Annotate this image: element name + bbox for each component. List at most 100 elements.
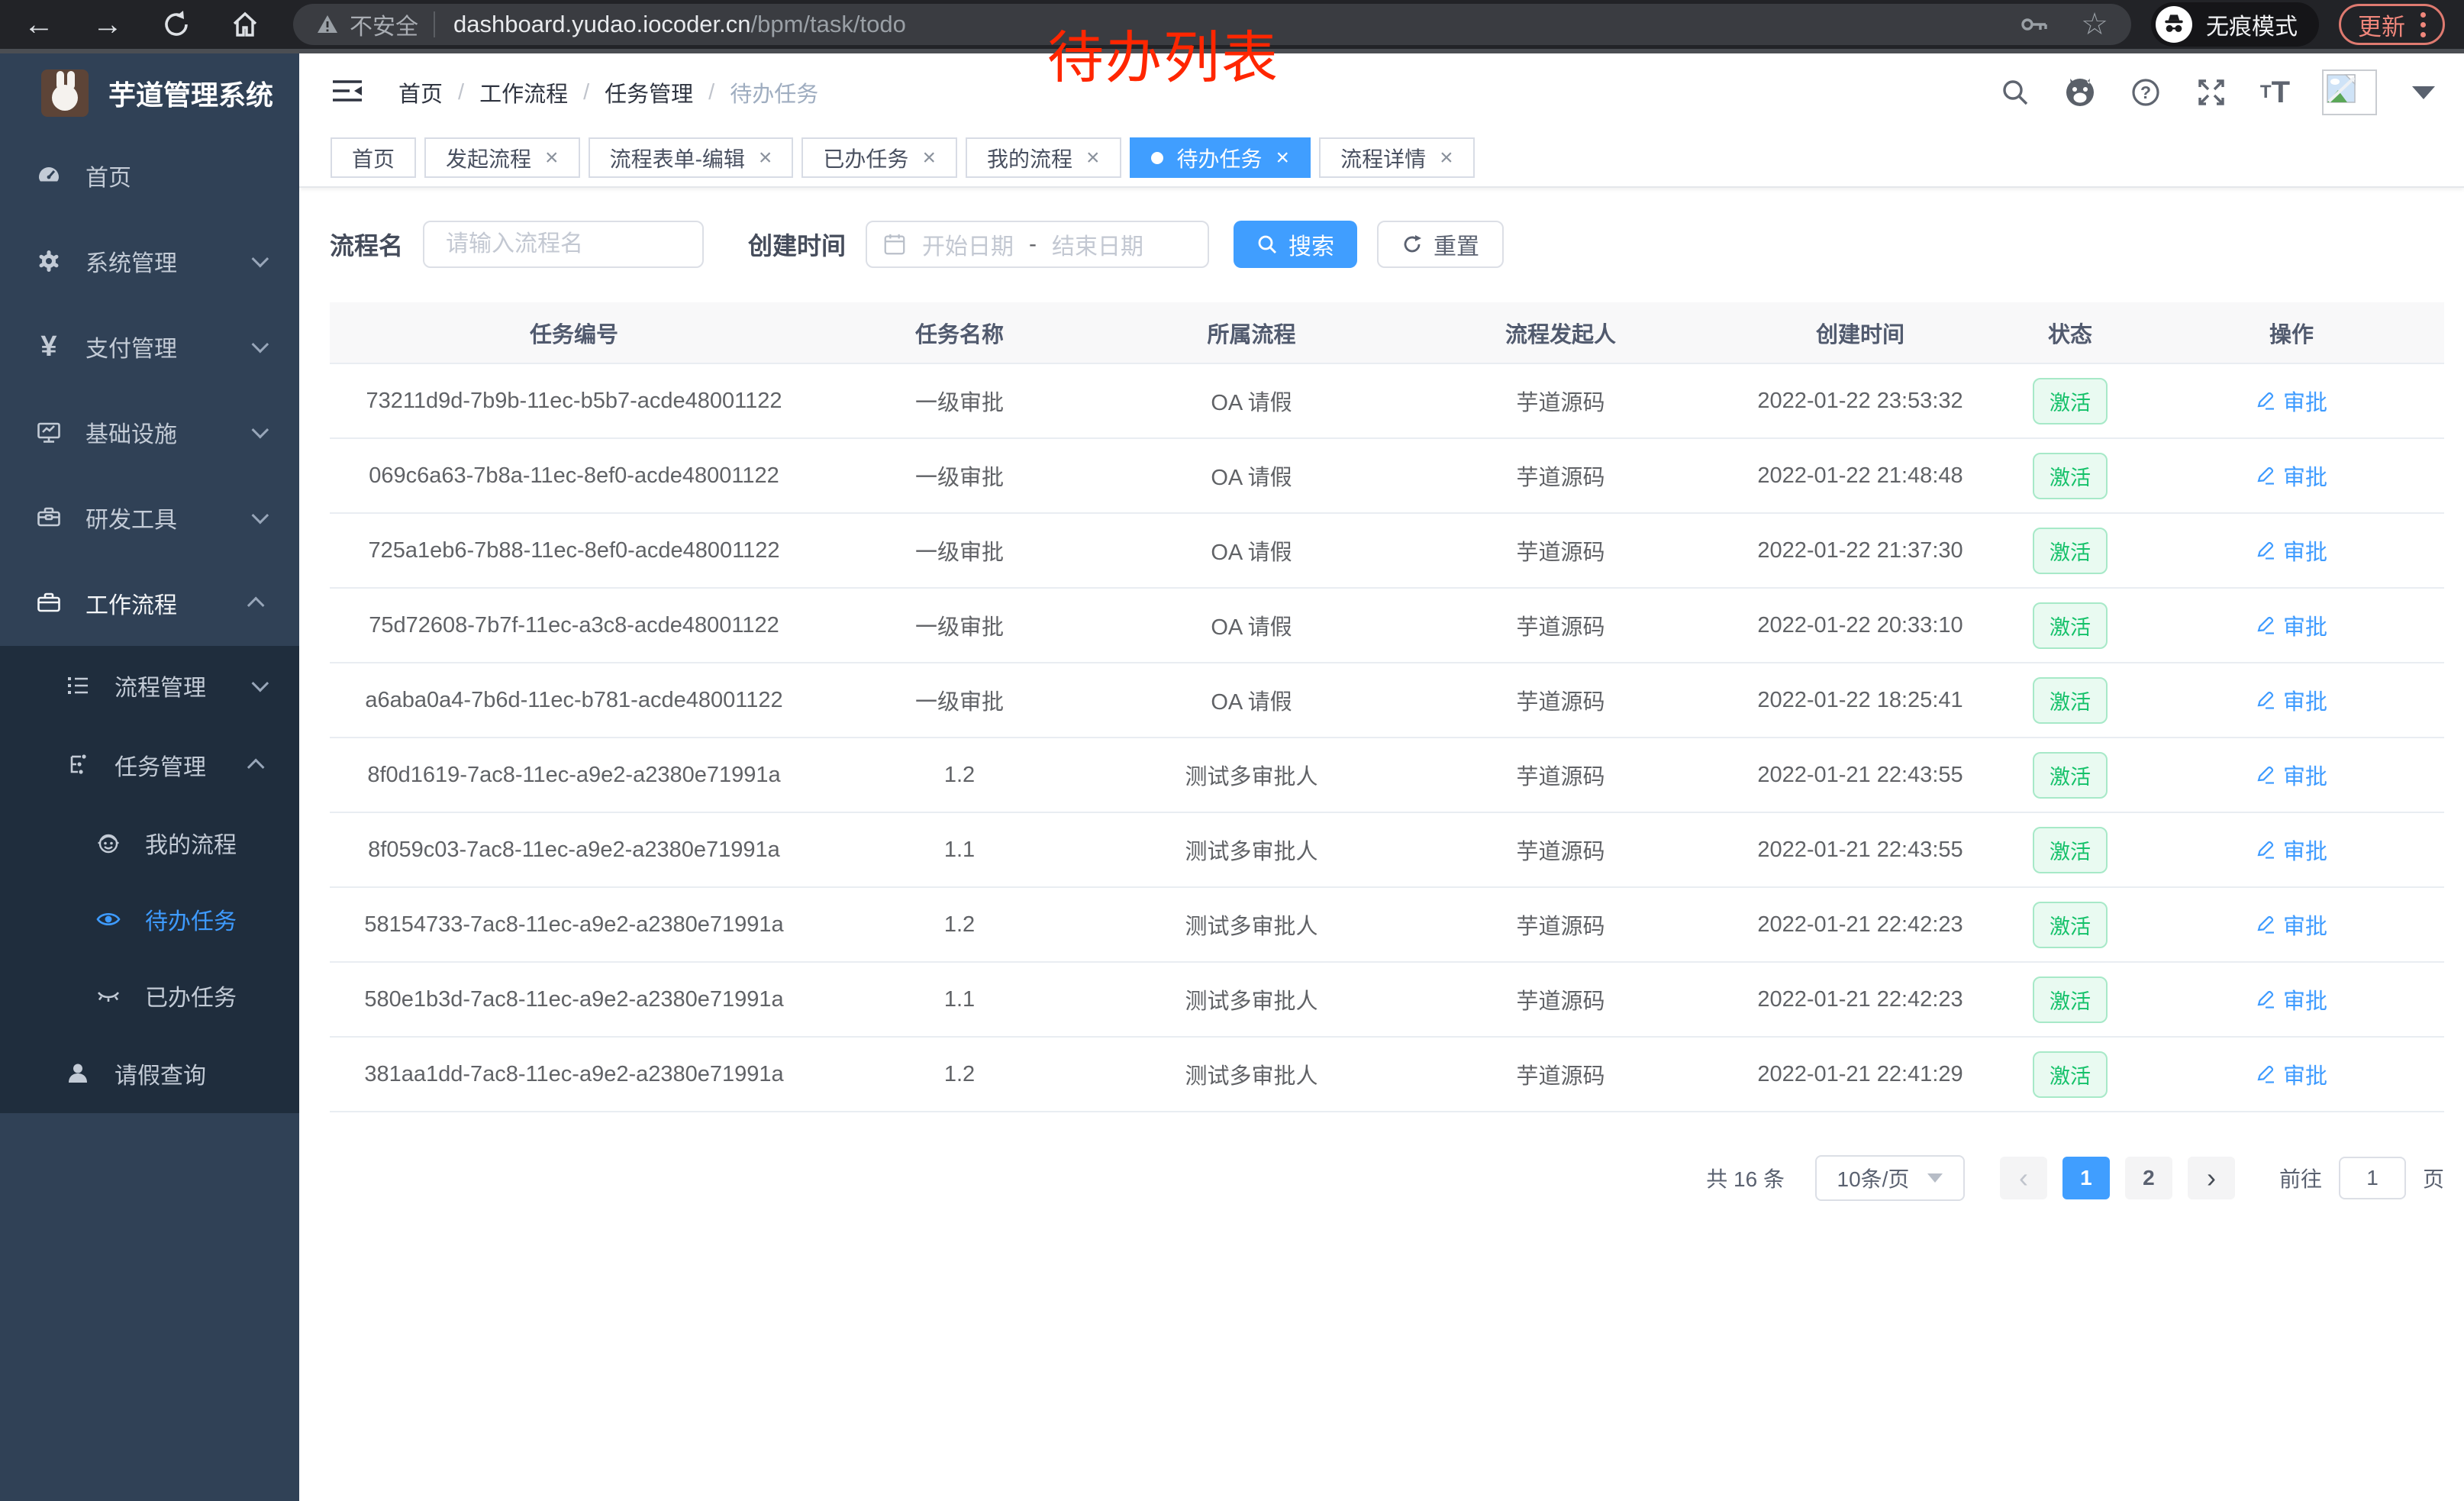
task-table-body: 73211d9d-7b9b-11ec-b5b7-acde48001122 一级审批… xyxy=(330,363,2444,1112)
prev-page-button[interactable]: ‹ xyxy=(1999,1157,2047,1199)
approve-link[interactable]: 审批 xyxy=(2256,609,2327,641)
approve-link[interactable]: 审批 xyxy=(2256,534,2327,567)
app-logo[interactable]: 芋道管理系统 xyxy=(0,53,299,133)
next-page-button[interactable]: › xyxy=(2187,1157,2235,1199)
github-icon[interactable] xyxy=(2063,76,2097,109)
tab-close-icon[interactable]: × xyxy=(758,144,772,170)
approve-link[interactable]: 审批 xyxy=(2256,759,2327,791)
approve-link[interactable]: 审批 xyxy=(2256,1058,2327,1090)
start-date-placeholder[interactable]: 开始日期 xyxy=(922,234,1014,260)
approve-link[interactable]: 审批 xyxy=(2256,460,2327,492)
sidebar-item-infra[interactable]: 基础设施 xyxy=(0,389,299,475)
tab-todo-tasks[interactable]: 待办任务 × xyxy=(1129,137,1311,178)
process-cell: OA 请假 xyxy=(1101,588,1402,663)
address-bar[interactable]: 不安全 dashboard.yudao.iocoder.cn/bpm/task/… xyxy=(293,4,2131,45)
avatar[interactable] xyxy=(2322,69,2377,115)
goto-page-input[interactable] xyxy=(2338,1157,2406,1199)
page-button-1[interactable]: 1 xyxy=(2062,1157,2110,1199)
tab-home[interactable]: 首页 xyxy=(331,137,417,178)
security-label[interactable]: 不安全 xyxy=(350,15,418,40)
action-cell: 审批 xyxy=(2139,812,2444,888)
approve-link[interactable]: 审批 xyxy=(2256,983,2327,1015)
fullscreen-icon[interactable] xyxy=(2195,76,2228,109)
status-badge: 激活 xyxy=(2033,826,2108,873)
update-label[interactable]: 更新 xyxy=(2358,13,2405,40)
robot-icon xyxy=(92,830,125,856)
help-icon[interactable]: ? xyxy=(2129,76,2162,109)
task-name-cell: 一级审批 xyxy=(818,363,1101,439)
search-button[interactable]: 搜索 xyxy=(1234,221,1358,268)
task-id-cell: 73211d9d-7b9b-11ec-b5b7-acde48001122 xyxy=(330,363,818,439)
sidebar-item-workflow[interactable]: 工作流程 xyxy=(0,560,299,646)
chevron-down-icon xyxy=(251,250,269,268)
approve-link[interactable]: 审批 xyxy=(2256,909,2327,941)
tab-form-edit[interactable]: 流程表单-编辑 × xyxy=(588,137,794,178)
sidebar-item-done-tasks[interactable]: 已办任务 xyxy=(0,957,299,1034)
tab-close-icon[interactable]: × xyxy=(1440,144,1453,170)
reset-button[interactable]: 重置 xyxy=(1377,221,1505,268)
menu-kebab-icon[interactable] xyxy=(2420,11,2426,37)
status-badge: 激活 xyxy=(2033,527,2108,574)
action-cell: 审批 xyxy=(2139,887,2444,963)
key-icon[interactable] xyxy=(2020,10,2049,39)
date-range-picker[interactable]: 开始日期 - 结束日期 xyxy=(866,221,1210,268)
top-header: 首页 / 工作流程 / 任务管理 / 待办任务 ? xyxy=(299,53,2464,131)
sidebar-item-leave-query[interactable]: 请假查询 xyxy=(0,1034,299,1113)
sidebar-item-system[interactable]: 系统管理 xyxy=(0,218,299,304)
end-date-placeholder[interactable]: 结束日期 xyxy=(1052,234,1144,260)
pen-icon xyxy=(2257,691,2274,709)
sidebar-item-todo-tasks[interactable]: 待办任务 xyxy=(0,881,299,957)
table-row: 58154733-7ac8-11ec-a9e2-a2380e71991a 1.2 测… xyxy=(330,887,2444,963)
breadcrumb-task-mgmt[interactable]: 任务管理 xyxy=(605,82,694,107)
search-icon[interactable] xyxy=(1999,76,2031,108)
task-name-cell: 一级审批 xyxy=(818,513,1101,589)
home-icon[interactable] xyxy=(224,4,266,45)
table-header-row: 任务编号 任务名称 所属流程 流程发起人 创建时间 状态 操作 xyxy=(330,302,2444,364)
sidebar-item-task-mgmt[interactable]: 任务管理 xyxy=(0,725,299,805)
breadcrumb-home[interactable]: 首页 xyxy=(398,82,443,107)
sidebar-item-label: 待办任务 xyxy=(145,909,237,934)
sidebar-item-my-process[interactable]: 我的流程 xyxy=(0,805,299,881)
reload-icon[interactable] xyxy=(156,4,197,45)
tab-process-detail[interactable]: 流程详情 × xyxy=(1319,137,1475,178)
bookmark-star-icon[interactable]: ☆ xyxy=(2081,8,2108,41)
tab-close-icon[interactable]: × xyxy=(1085,144,1100,170)
page-button-2[interactable]: 2 xyxy=(2124,1157,2172,1199)
workflow-submenu: 流程管理 任务管理 我的流程 xyxy=(0,646,299,1113)
sidebar-item-home[interactable]: 首页 xyxy=(0,133,299,218)
back-icon[interactable]: ← xyxy=(24,7,54,41)
tab-start-process[interactable]: 发起流程 × xyxy=(424,137,580,178)
approve-link[interactable]: 审批 xyxy=(2256,385,2327,417)
process-cell: OA 请假 xyxy=(1101,663,1402,738)
browser-toolbar: ← → 不安全 dashboard.yudao.iocoder.cn/bpm/t… xyxy=(0,0,2464,53)
page-size-select[interactable]: 10条/页 xyxy=(1814,1155,1965,1201)
approve-link[interactable]: 审批 xyxy=(2256,834,2327,866)
process-name-input[interactable] xyxy=(423,221,705,268)
sidebar-item-process-mgmt[interactable]: 流程管理 xyxy=(0,646,299,725)
pen-icon xyxy=(2257,466,2274,485)
sidebar-item-payment[interactable]: ¥ 支付管理 xyxy=(0,304,299,389)
filter-form: 流程名 创建时间 开始日期 - 结束日期 搜索 重置 xyxy=(330,220,2464,269)
tab-close-icon[interactable]: × xyxy=(545,144,559,170)
forward-icon[interactable]: → xyxy=(92,7,123,41)
update-button[interactable]: 更新 xyxy=(2339,4,2445,45)
incognito-label: 无痕模式 xyxy=(2206,15,2298,40)
task-name-cell: 1.2 xyxy=(818,887,1101,963)
initiator-cell: 芋道源码 xyxy=(1402,513,1719,589)
tab-close-icon[interactable]: × xyxy=(1276,144,1290,170)
breadcrumb-workflow[interactable]: 工作流程 xyxy=(479,82,569,107)
sidebar-fold-icon[interactable] xyxy=(331,77,363,108)
approve-link[interactable]: 审批 xyxy=(2256,684,2327,716)
created-time-cell: 2022-01-22 20:33:10 xyxy=(1719,588,2001,663)
status-badge: 激活 xyxy=(2033,976,2108,1023)
pen-icon xyxy=(2257,766,2274,784)
pagination: 共 16 条 10条/页 ‹ 1 2 › 前往 页 xyxy=(330,1155,2444,1201)
sidebar-item-devtools[interactable]: 研发工具 xyxy=(0,475,299,560)
avatar-caret-icon[interactable] xyxy=(2412,86,2435,99)
tab-my-process[interactable]: 我的流程 × xyxy=(965,137,1121,178)
task-name-cell: 一级审批 xyxy=(818,438,1101,514)
tab-close-icon[interactable]: × xyxy=(922,144,936,170)
tab-done-tasks[interactable]: 已办任务 × xyxy=(801,137,957,178)
pen-icon xyxy=(2257,1065,2274,1083)
